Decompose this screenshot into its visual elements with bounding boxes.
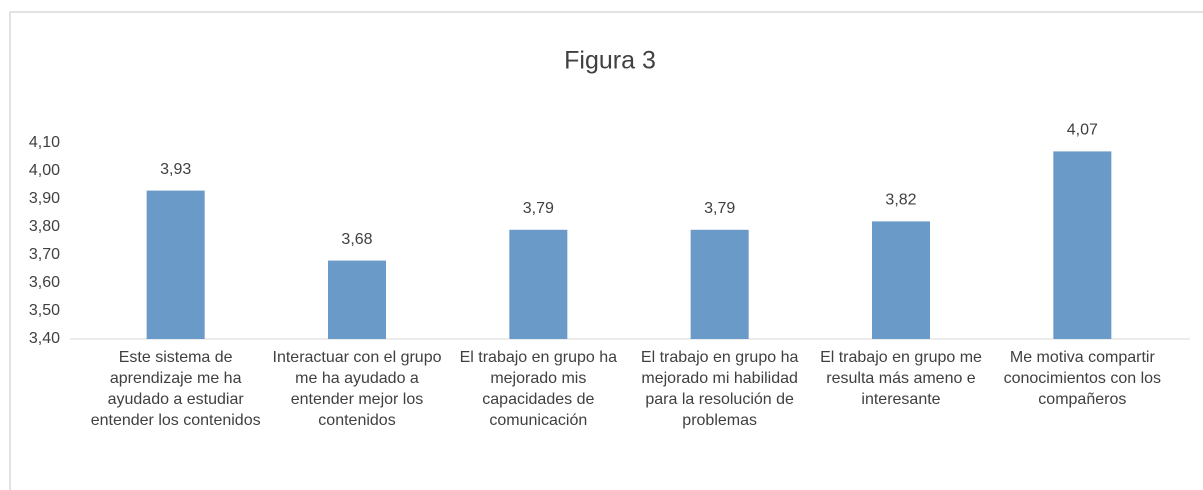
y-tick-label: 3,50 bbox=[29, 302, 60, 319]
x-tick-label: Me motiva compartir conocimientos con lo… bbox=[1003, 349, 1162, 408]
y-tick-label: 3,70 bbox=[29, 246, 60, 263]
x-tick-label: El trabajo en grupo me resulta más ameno… bbox=[820, 349, 982, 408]
bar bbox=[509, 229, 568, 339]
x-tick-label: Interactuar con el grupo me ha ayudado a… bbox=[272, 349, 442, 429]
value-label: 3,79 bbox=[704, 200, 735, 217]
value-label: 3,93 bbox=[160, 161, 191, 178]
y-tick-label: 3,90 bbox=[29, 190, 60, 207]
x-tick-label: El trabajo en grupo ha mejorado mi habil… bbox=[640, 349, 799, 429]
bar bbox=[872, 221, 930, 339]
y-tick-label: 3,80 bbox=[29, 218, 60, 235]
y-tick-label: 4,10 bbox=[29, 134, 60, 151]
y-tick-label: 3,40 bbox=[29, 330, 60, 347]
y-tick-label: 3,60 bbox=[29, 274, 60, 291]
value-label: 3,82 bbox=[885, 192, 916, 209]
bar bbox=[328, 260, 386, 339]
y-tick-label: 4,00 bbox=[29, 162, 60, 179]
value-label: 3,79 bbox=[523, 200, 554, 217]
value-label: 4,07 bbox=[1067, 122, 1098, 139]
bar bbox=[690, 229, 749, 339]
bar bbox=[146, 190, 205, 339]
x-tick-label: El trabajo en grupo ha mejorado mis capa… bbox=[459, 349, 618, 429]
chart-border bbox=[9, 11, 1203, 490]
x-tick-label: Este sistema de aprendizaje me ha ayudad… bbox=[90, 349, 261, 429]
chart-title: Figura 3 bbox=[564, 47, 656, 75]
bar bbox=[1053, 151, 1112, 339]
value-label: 3,68 bbox=[341, 231, 372, 248]
